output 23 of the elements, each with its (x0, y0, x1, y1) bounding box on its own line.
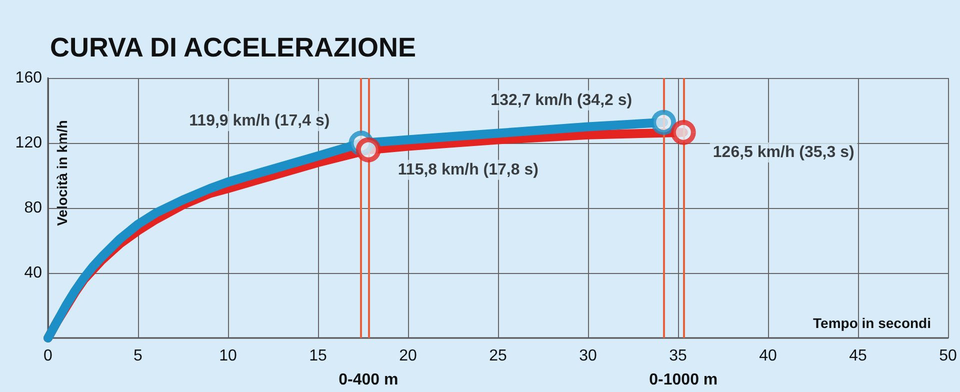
x-tick-label: 5 (134, 348, 143, 364)
annotation: 126,5 km/h (35,3 s) (712, 144, 854, 161)
x-tick-label: 0 (44, 348, 53, 364)
annotation: 132,7 km/h (34,2 s) (490, 92, 632, 109)
y-tick-label: 40 (24, 264, 42, 282)
chart-title: CURVA DI ACCELERAZIONE (50, 32, 416, 62)
x-tick-label: 35 (669, 348, 687, 364)
y-tick-label: 120 (15, 134, 42, 152)
y-tick-label: 160 (15, 70, 42, 86)
x-tick-label: 40 (759, 348, 777, 364)
x-tick-label: 10 (219, 348, 237, 364)
annotation: 119,9 km/h (17,4 s) (189, 112, 330, 130)
x-tick-label: 25 (489, 348, 507, 364)
y-tick-label: 80 (24, 200, 42, 216)
ref-line-label: 0-1000 m (649, 372, 718, 388)
x-tick-label: 20 (399, 348, 417, 364)
x-tick-label: 50 (939, 348, 957, 364)
ref-line-label: 0-400 m (338, 372, 398, 388)
x-tick-label: 45 (849, 348, 867, 364)
x-axis-title: Tempo in secondi (813, 315, 931, 331)
annotation: 115,8 km/h (17,8 s) (398, 161, 538, 178)
x-tick-label: 30 (579, 348, 597, 364)
x-tick-label: 15 (309, 348, 327, 364)
